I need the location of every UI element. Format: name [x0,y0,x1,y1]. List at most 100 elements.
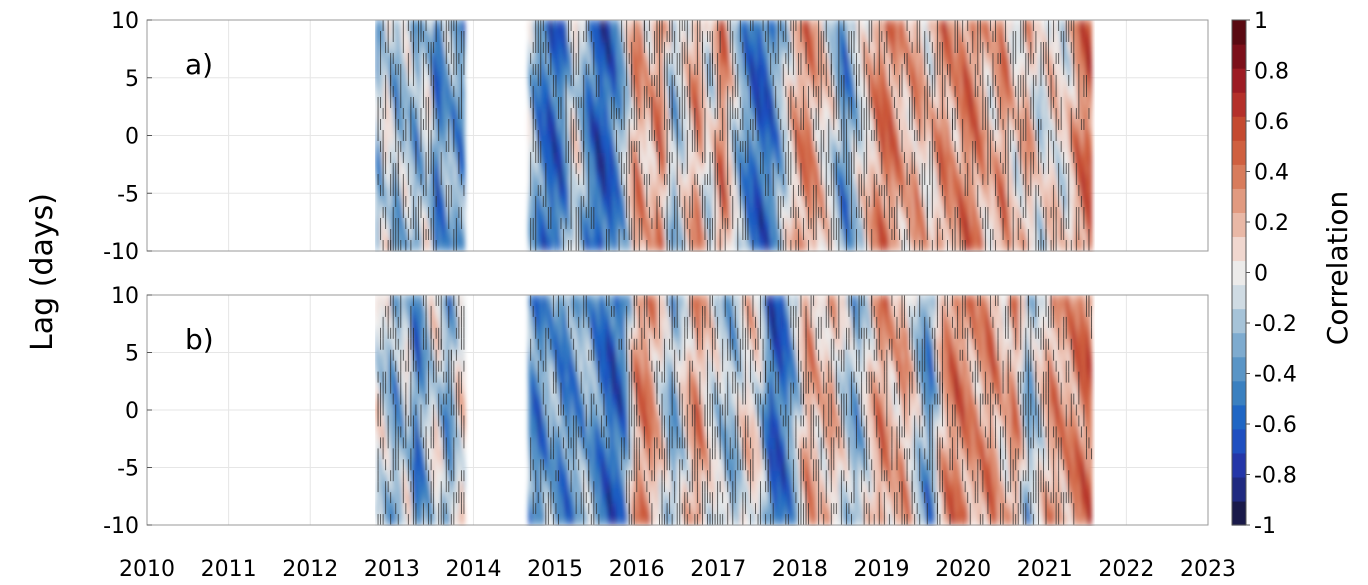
heatmap-cell [949,140,954,153]
heatmap-cell [435,96,440,109]
heatmap-cell [891,151,896,164]
heatmap-cell [797,85,802,98]
heatmap-cell [712,41,716,54]
heatmap-cell [528,118,532,131]
heatmap-cell [463,239,466,251]
heatmap-cell [808,20,812,32]
heatmap-cell [580,206,585,219]
heatmap-cell [747,195,752,208]
heatmap-cell [957,74,961,87]
heatmap-cell [704,118,709,131]
heatmap-cell [565,41,570,54]
heatmap-cell [1025,41,1030,54]
heatmap-cell [909,74,913,87]
heatmap-cell [560,228,565,241]
heatmap-cell [656,217,661,230]
heatmap-cell [835,195,840,208]
heatmap-cell [936,85,941,98]
heatmap-cell [590,41,595,54]
heatmap-cell [722,184,726,197]
heatmap-cell [618,228,623,241]
heatmap-cell [621,96,625,109]
heatmap-cell [795,74,800,87]
heatmap-cell [707,30,711,43]
heatmap-cell [813,140,817,153]
heatmap-cell [904,239,908,251]
heatmap-cell [603,107,608,120]
heatmap-cell [934,239,939,251]
heatmap-cell [1005,20,1009,32]
heatmap-cell [557,118,562,131]
heatmap-cell [679,129,683,142]
heatmap-cell [542,63,547,76]
heatmap-cell [755,140,759,153]
heatmap-cell [438,118,442,131]
heatmap-cell [989,173,994,186]
heatmap-cell [699,30,704,43]
heatmap-cell [926,173,931,186]
heatmap-cell [863,20,868,32]
heatmap-cell [659,20,663,32]
heatmap-cell [545,107,550,120]
heatmap-cell [830,129,835,142]
heatmap-cell [385,20,389,32]
heatmap-cell [952,217,956,230]
heatmap-cell [818,107,822,120]
heatmap-cell [463,162,466,175]
heatmap-cell [532,140,537,153]
heatmap-cell [608,217,613,230]
heatmap-cell [876,228,880,241]
heatmap-cell [919,195,923,208]
heatmap-cell [825,195,830,208]
heatmap-cell [916,173,921,186]
heatmap-cell [423,206,427,219]
heatmap-cell [646,129,651,142]
heatmap-cell [992,52,997,65]
heatmap-cell [689,195,694,208]
heatmap-cell [828,162,832,175]
heatmap-cell [820,184,825,197]
heatmap-cell [390,74,394,87]
heatmap-cell [443,20,447,32]
heatmap-cell [395,173,399,186]
heatmap-cell [676,239,681,251]
heatmap-cell [914,162,918,175]
heatmap-cell [797,20,802,32]
heatmap-cell [861,85,865,98]
heatmap-cell [661,96,666,109]
heatmap-cell [701,96,706,109]
heatmap-cell [415,107,420,120]
heatmap-cell [931,184,936,197]
heatmap-cell [1025,30,1030,43]
heatmap-cell [593,96,598,109]
heatmap-cell [949,239,954,251]
heatmap-cell [694,228,699,241]
heatmap-cell [787,129,792,142]
heatmap-cell [924,239,928,251]
heatmap-cell [853,140,858,153]
heatmap-cell [787,41,792,54]
heatmap-cell [382,228,387,241]
heatmap-cell [417,206,422,219]
heatmap-cell [797,30,802,43]
heatmap-cell [765,96,769,109]
heatmap-cell [861,129,865,142]
heatmap-cell [696,239,701,251]
heatmap-cell [848,96,853,109]
heatmap-cell [861,217,865,230]
heatmap-cell [989,140,994,153]
heatmap-cell [931,228,936,241]
heatmap-cell [595,30,600,43]
heatmap-cell [883,107,888,120]
heatmap-cell [643,162,648,175]
heatmap-cell [757,217,762,230]
heatmap-cell [939,107,944,120]
heatmap-cell [823,217,827,230]
heatmap-cell [797,239,802,251]
heatmap-cell [590,173,595,186]
heatmap-cell [719,217,724,230]
heatmap-cell [782,96,787,109]
heatmap-cell [929,173,934,186]
heatmap-cell [969,107,974,120]
heatmap-cell [412,184,417,197]
